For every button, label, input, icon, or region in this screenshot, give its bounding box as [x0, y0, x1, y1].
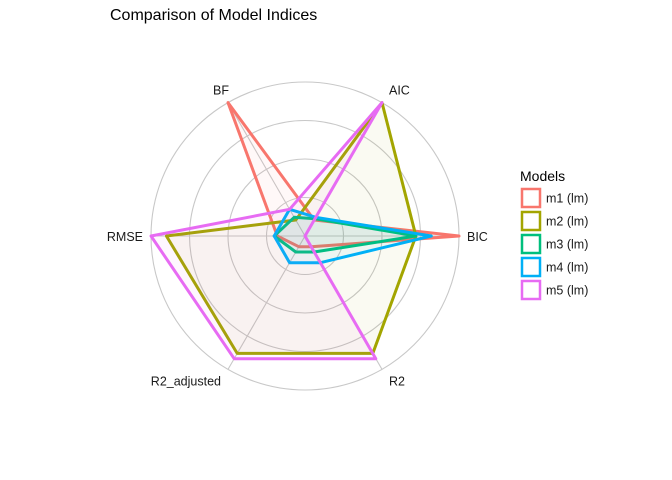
legend-label-1: m1 (lm)	[546, 192, 588, 206]
grid-spoke	[227, 102, 306, 237]
chart-title: Comparison of Model Indices	[110, 7, 317, 24]
grid-spoke	[227, 235, 306, 370]
legend-title: Models	[520, 168, 565, 184]
axis-label: BIC	[467, 230, 488, 244]
legend-label-4: m4 (lm)	[546, 261, 588, 275]
legend-key-4	[520, 256, 542, 278]
axis-label: R2_adjusted	[151, 374, 221, 388]
legend-key-2	[520, 210, 542, 232]
legend-label-3: m3 (lm)	[546, 238, 588, 252]
legend: Models m1 (lm) m2 (lm) m3 (lm) m4 (lm) m5 (l…	[520, 168, 588, 301]
axis-label: R2	[389, 374, 405, 388]
legend-key-1	[520, 187, 542, 209]
legend-label-2: m2 (lm)	[546, 215, 588, 229]
radar-series	[149, 101, 461, 361]
series-polygon-5	[149, 101, 384, 361]
radar-axis-labels: BIC AIC BF RMSE R2_adjusted R2	[107, 84, 488, 389]
axis-label: RMSE	[107, 230, 143, 244]
axis-label: BF	[213, 84, 229, 98]
legend-key-3	[520, 233, 542, 255]
axis-label: AIC	[389, 84, 410, 98]
legend-label-5: m5 (lm)	[546, 284, 588, 298]
legend-key-5	[520, 279, 542, 301]
